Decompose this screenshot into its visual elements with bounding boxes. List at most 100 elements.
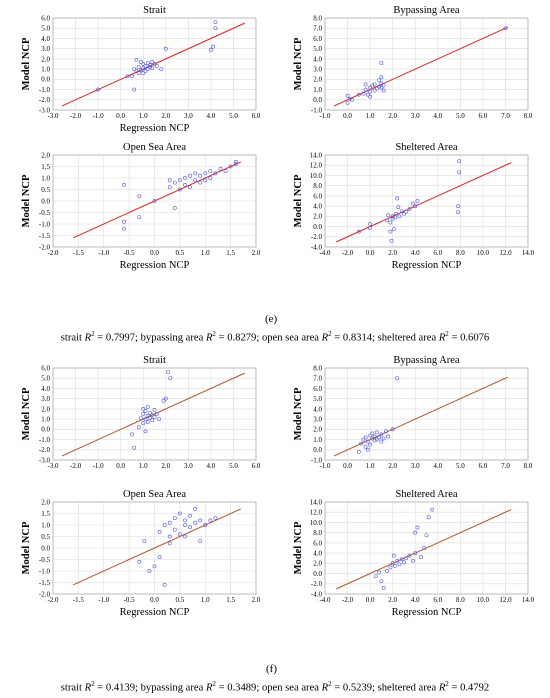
x-tick-label: -0.5 — [124, 596, 136, 604]
x-tick-label: 5.0 — [456, 112, 465, 120]
x-tick-label: 3.0 — [184, 462, 193, 470]
x-tick-label: 0.0 — [116, 112, 125, 120]
data-point — [377, 435, 382, 440]
x-tick-label: 2.0 — [161, 462, 170, 470]
y-tick-label: 6.0 — [313, 35, 322, 43]
x-tick-label: 1.0 — [201, 596, 210, 604]
data-point — [188, 525, 192, 530]
x-axis-label: Regression NCP — [120, 607, 190, 618]
x-tick-label: -1.5 — [73, 249, 85, 257]
data-point — [404, 209, 409, 214]
data-point — [163, 396, 168, 401]
r-squared-caption-e: strait R2 = 0.7997; bypassing area R2 = … — [0, 330, 550, 344]
fit-line — [333, 376, 508, 457]
data-point — [415, 525, 420, 530]
y-tick-label: -3.0 — [39, 106, 51, 114]
x-tick-label: 0.0 — [150, 596, 159, 604]
caption-area-name: strait — [60, 332, 85, 344]
y-tick-label: 1.0 — [41, 174, 50, 182]
y-tick-label: -1.0 — [39, 220, 51, 228]
fit-line — [73, 161, 241, 239]
data-point — [141, 412, 146, 416]
data-point — [413, 551, 418, 556]
y-tick-label: 7.0 — [313, 375, 322, 383]
y-tick-label: 6.0 — [41, 364, 50, 372]
r2-superscript: 2 — [445, 680, 449, 688]
y-tick-label: 6.0 — [41, 14, 50, 22]
data-point — [347, 96, 352, 101]
y-tick-label: 5.0 — [313, 395, 322, 403]
x-tick-label: 0.0 — [343, 462, 352, 470]
y-tick-label: -3.0 — [39, 456, 51, 464]
y-tick-label: -1.5 — [39, 579, 51, 587]
caption-area-name: strait — [60, 682, 85, 694]
data-point — [148, 63, 152, 67]
data-point — [368, 94, 373, 99]
plot-frame — [324, 367, 529, 461]
data-point — [177, 187, 182, 192]
data-point — [193, 506, 198, 511]
data-point — [422, 546, 427, 550]
data-point — [363, 82, 368, 87]
y-tick-label: 4.0 — [41, 385, 50, 393]
r2-value: 0.6076 — [460, 332, 490, 344]
data-point — [188, 185, 192, 190]
x-tick-label: 6.0 — [479, 462, 488, 470]
r2-value: 0.4139 — [105, 682, 136, 694]
x-tick-label: 6.0 — [433, 249, 442, 257]
data-point — [372, 88, 377, 93]
data-point — [150, 418, 155, 423]
r2-superscript: 2 — [328, 680, 332, 688]
x-tick-label: 2.0 — [252, 249, 261, 257]
data-point — [213, 516, 218, 521]
data-point — [363, 435, 368, 440]
x-tick-label: 1.0 — [139, 112, 148, 120]
data-point — [154, 64, 159, 68]
data-point — [198, 173, 203, 178]
scatter-chart: -3.0 -2.0 -1.0 0.0 1.0 2.0 3.0 4.0 5.0 6.0 -3.0 -2.… — [21, 5, 261, 134]
data-point — [139, 416, 143, 420]
data-point — [377, 78, 382, 83]
y-tick-label: -2.0 — [39, 446, 51, 454]
data-point — [350, 97, 354, 102]
data-point — [198, 539, 203, 544]
data-point — [411, 558, 415, 563]
data-point — [457, 159, 462, 164]
x-tick-label: -4.0 — [319, 596, 331, 604]
data-point — [145, 414, 150, 418]
data-point — [141, 62, 146, 66]
data-point — [134, 69, 139, 74]
y-tick-label: 0.0 — [313, 570, 322, 578]
data-point — [141, 406, 146, 411]
data-point — [134, 58, 139, 62]
data-point — [379, 432, 384, 437]
data-point — [503, 26, 508, 31]
x-tick-label: 1.5 — [226, 596, 235, 604]
data-point — [391, 553, 396, 558]
data-point — [385, 218, 389, 223]
data-point — [456, 210, 460, 215]
panel-label-e: (e) — [265, 313, 278, 325]
data-point — [136, 425, 141, 430]
data-point — [370, 431, 375, 436]
y-axis-label: Model NCP — [293, 37, 304, 90]
data-point — [424, 533, 429, 538]
y-axis-label: Model NCP — [21, 521, 32, 574]
data-point — [393, 563, 397, 568]
x-tick-label: -2.0 — [47, 249, 59, 257]
data-point — [430, 507, 435, 512]
data-point — [397, 214, 402, 219]
data-point — [198, 518, 203, 523]
r2-value: 0.5239 — [342, 682, 373, 694]
x-tick-label: 4.0 — [411, 596, 420, 604]
data-point — [96, 87, 101, 92]
panel-label-f: (f) — [266, 663, 277, 675]
data-point — [154, 412, 159, 416]
data-point — [368, 89, 373, 94]
r2-symbol: R — [84, 332, 92, 344]
data-point — [399, 209, 404, 214]
data-point — [145, 61, 150, 65]
y-tick-label: 4.0 — [313, 55, 322, 63]
r-squared-caption-f: strait R2 = 0.4139; bypassing area R2 = … — [0, 680, 550, 694]
